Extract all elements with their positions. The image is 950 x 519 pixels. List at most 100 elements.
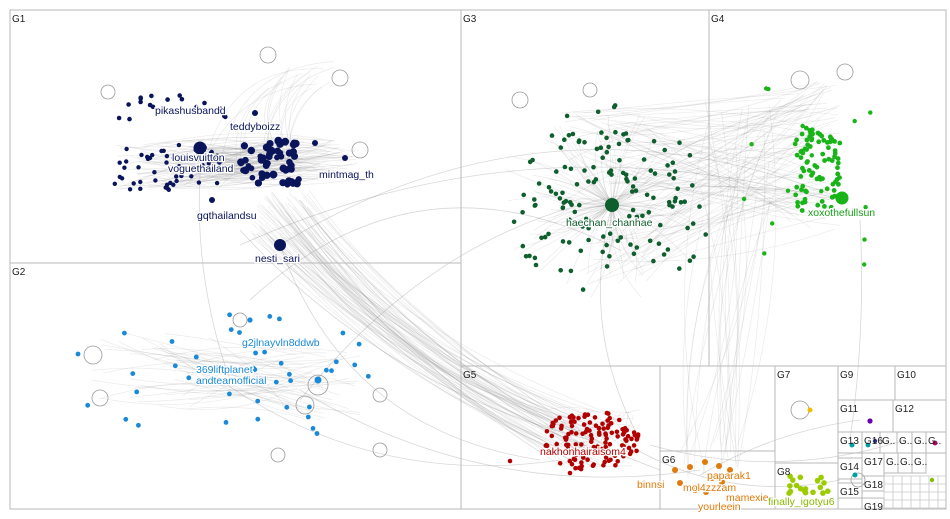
edge	[607, 122, 617, 206]
graph-node	[807, 407, 813, 413]
edge	[533, 175, 613, 206]
graph-node	[210, 158, 215, 163]
edge	[167, 353, 304, 366]
graph-node	[830, 181, 836, 187]
graph-node	[658, 222, 663, 228]
edge	[293, 236, 586, 451]
edge	[294, 196, 549, 426]
graph-node	[820, 490, 826, 496]
graph-node	[601, 463, 606, 468]
edge	[183, 141, 271, 186]
graph-node	[594, 146, 600, 152]
group-label-g3: G3	[463, 14, 477, 25]
edge	[256, 205, 598, 413]
edge	[611, 202, 690, 219]
graph-node	[932, 440, 938, 446]
edge	[263, 230, 575, 417]
graph-node	[868, 110, 873, 115]
graph-node	[590, 463, 596, 469]
graph-node	[667, 172, 672, 177]
edge	[285, 238, 615, 440]
graph-node	[817, 131, 823, 137]
graph-node	[577, 202, 582, 208]
graph-node	[581, 455, 586, 460]
graph-node	[85, 402, 91, 408]
edge	[139, 155, 273, 164]
graph-node	[563, 437, 569, 442]
graph-node	[835, 171, 841, 177]
group-box-g5	[460, 365, 661, 510]
node-label-g1: louisvuitton	[172, 152, 225, 164]
edge	[260, 227, 563, 445]
group-label-g8: G8	[777, 467, 791, 478]
edge	[279, 149, 841, 246]
graph-node	[176, 142, 182, 148]
graph-node	[217, 106, 223, 111]
edge	[276, 203, 546, 456]
edge	[148, 164, 316, 180]
graph-node	[122, 330, 127, 336]
graph-node	[266, 139, 274, 148]
graph-node	[138, 186, 143, 191]
graph-node	[164, 153, 170, 159]
group-label-gs3: G..	[914, 436, 927, 447]
graph-node	[549, 433, 555, 439]
edge	[568, 110, 838, 161]
edge	[115, 144, 358, 173]
edge	[174, 160, 328, 189]
edge	[134, 167, 339, 176]
graph-node	[832, 154, 837, 160]
graph-node	[614, 429, 620, 435]
graph-frame	[9, 9, 947, 510]
edge	[300, 216, 541, 437]
graph-node	[672, 467, 678, 473]
edge	[167, 138, 336, 152]
node-label-g1: teddyboizz	[230, 121, 280, 133]
edge	[91, 378, 350, 392]
graph-node	[557, 415, 562, 421]
edge	[286, 197, 598, 453]
edge	[594, 131, 613, 206]
graph-node	[212, 155, 218, 160]
edge	[270, 193, 580, 412]
edge	[186, 170, 265, 174]
graph-node	[116, 115, 122, 121]
graph-node	[288, 378, 293, 384]
edge	[686, 187, 741, 475]
graph-node	[152, 170, 157, 175]
graph-node	[716, 463, 722, 469]
graph-node	[817, 484, 824, 491]
node-label-g1: pikashusbandd	[155, 105, 226, 117]
graph-node	[227, 312, 233, 318]
edge	[286, 216, 567, 459]
graph-node	[126, 102, 131, 107]
graph-node	[604, 242, 609, 248]
graph-node	[269, 170, 278, 179]
edge	[167, 167, 324, 184]
edge	[622, 169, 789, 192]
graph-node	[792, 141, 798, 147]
graph-node	[609, 430, 615, 436]
edge	[239, 229, 591, 441]
graph-node	[333, 359, 339, 365]
edge	[239, 87, 270, 167]
edge	[694, 159, 745, 474]
edge	[611, 187, 694, 208]
graph-node	[532, 255, 538, 261]
graph-node	[798, 155, 804, 161]
graph-node	[585, 412, 591, 418]
group-label-g13: G13	[840, 436, 859, 447]
graph-node	[599, 130, 604, 135]
graph-node	[194, 104, 199, 110]
graph-node	[520, 210, 525, 215]
edge	[142, 169, 284, 177]
edge	[129, 355, 347, 398]
edge	[545, 139, 613, 206]
edge	[725, 197, 771, 446]
graph-node	[251, 365, 256, 371]
graph-node	[176, 164, 182, 169]
graph-node	[799, 131, 805, 137]
graph-node	[560, 190, 565, 196]
graph-node	[195, 156, 201, 162]
graph-node	[240, 142, 249, 150]
